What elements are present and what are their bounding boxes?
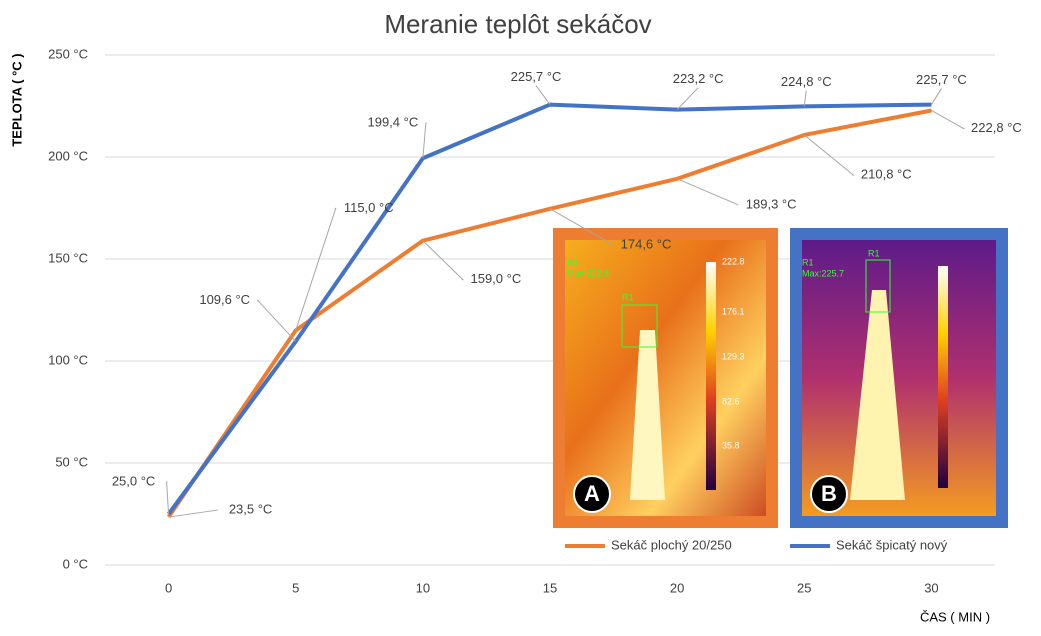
y-axis-label: TEPLOTA ( °C ): [9, 53, 24, 146]
inset-text: R1: [802, 257, 814, 267]
data-label: 174,6 °C: [621, 236, 672, 251]
leader-line: [166, 481, 170, 515]
y-tick-label: 200 °C: [48, 148, 88, 163]
leader-line: [422, 122, 427, 159]
inset-label: B: [821, 481, 837, 506]
legend-label: Sekáč špicatý nový: [836, 537, 948, 552]
data-label: 23,5 °C: [229, 501, 273, 516]
inset-text: R1: [868, 248, 880, 258]
badge: [573, 475, 611, 513]
leader-line: [931, 110, 966, 129]
y-tick-label: 250 °C: [48, 46, 88, 61]
data-label: 225,7 °C: [916, 72, 967, 87]
x-tick-label: 15: [543, 580, 557, 595]
x-tick-label: 0: [165, 580, 172, 595]
chart-title: Meranie teplôt sekáčov: [384, 9, 651, 39]
leader-line: [295, 207, 337, 331]
y-tick-label: 100 °C: [48, 352, 88, 367]
x-tick-label: 5: [292, 580, 299, 595]
thermal-image: [553, 228, 778, 528]
leader-line: [535, 85, 551, 105]
leader-line: [676, 87, 699, 111]
data-label: 225,7 °C: [511, 69, 562, 84]
data-label: 210,8 °C: [861, 166, 912, 181]
inset-text: 35.8: [722, 440, 740, 450]
inset-text: 176.1: [722, 306, 745, 316]
badge: [810, 475, 848, 513]
x-tick-label: 30: [924, 580, 938, 595]
data-label: 199,4 °C: [367, 115, 418, 130]
y-tick-label: 50 °C: [55, 454, 88, 469]
x-tick-label: 20: [670, 580, 684, 595]
data-label: 109,6 °C: [199, 292, 250, 307]
leader-line: [803, 90, 807, 107]
data-label: 159,0 °C: [470, 271, 521, 286]
legend-label: Sekáč plochý 20/250: [611, 537, 732, 552]
tool-shape: [630, 330, 665, 500]
inset-text: 82.6: [722, 396, 740, 406]
leader-line: [256, 299, 297, 342]
color-scale: [706, 262, 716, 490]
leader-line: [676, 178, 739, 206]
y-tick-label: 150 °C: [48, 250, 88, 265]
data-label: 223,2 °C: [673, 71, 724, 86]
inset-text: R1: [567, 257, 579, 267]
data-label: 222,8 °C: [971, 120, 1022, 135]
data-label: 25,0 °C: [112, 473, 156, 488]
x-axis-label: ČAS ( MIN ): [920, 609, 990, 624]
inset-text: Max:225.7: [802, 268, 844, 278]
x-tick-label: 25: [797, 580, 811, 595]
data-label: 115,0 °C: [344, 200, 394, 215]
inset-text: 129.3: [722, 351, 745, 361]
inset-text: R1: [622, 292, 634, 302]
leader-line: [549, 208, 615, 246]
inset-text: 222.8: [722, 256, 745, 266]
data-label: 189,3 °C: [746, 196, 797, 211]
inset-label: A: [584, 481, 600, 506]
data-label: 224,8 °C: [781, 74, 832, 89]
x-tick-label: 10: [416, 580, 430, 595]
y-tick-label: 0 °C: [63, 556, 88, 571]
roi-box: [621, 304, 658, 348]
leader-line: [168, 509, 218, 518]
leader-line: [422, 240, 465, 281]
inset-text: Max:222.8: [567, 268, 609, 278]
leader-line: [803, 134, 855, 176]
color-scale: [938, 266, 948, 488]
roi-box: [865, 259, 891, 313]
tool-shape: [850, 290, 905, 500]
leader-line: [931, 88, 942, 105]
